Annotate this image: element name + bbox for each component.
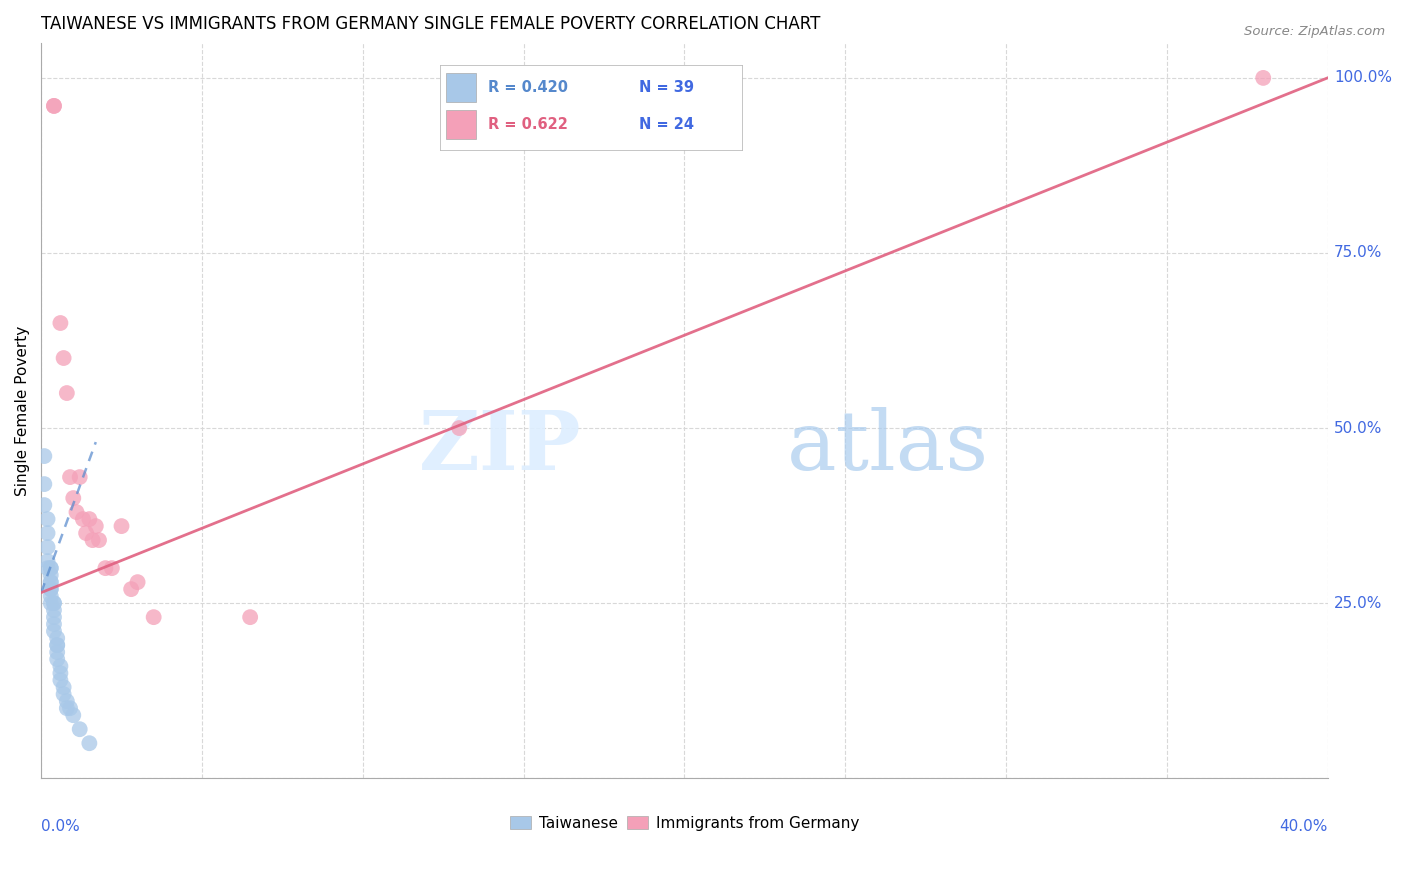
Point [59,470,82,484]
Point [46,645,69,659]
Point [34,449,56,463]
Point [39,561,62,575]
Point [37,526,59,541]
Point [39,568,62,582]
Point [42,610,65,624]
Point [79,736,101,750]
Text: TAIWANESE VS IMMIGRANTS FROM GERMANY SINGLE FEMALE POVERTY CORRELATION CHART: TAIWANESE VS IMMIGRANTS FROM GERMANY SIN… [41,15,821,33]
Text: 40.0%: 40.0% [1279,819,1327,834]
Point [94,561,117,575]
Point [69,722,91,736]
Point [37,554,59,568]
Point [142,610,165,624]
Point [39,582,62,596]
Point [42,596,65,610]
Point [37,561,59,575]
Point [87,533,110,548]
Point [56,694,79,708]
Point [56,701,79,715]
Point [39,575,62,590]
Point [79,512,101,526]
Point [1251,70,1274,85]
Point [127,575,149,590]
Point [56,386,79,401]
Point [49,666,72,681]
Point [42,99,65,113]
Text: ZIP: ZIP [419,408,582,487]
Text: 0.0%: 0.0% [41,819,80,834]
Point [82,533,104,548]
Point [46,631,69,645]
Point [42,99,65,113]
Point [65,505,87,519]
Point [39,561,62,575]
Point [37,540,59,554]
Point [101,561,124,575]
Point [34,498,56,512]
Point [52,680,75,694]
Point [42,617,65,632]
Point [37,512,59,526]
Point [239,610,262,624]
Point [39,575,62,590]
Legend: Taiwanese, Immigrants from Germany: Taiwanese, Immigrants from Germany [503,809,865,837]
Y-axis label: Single Female Poverty: Single Female Poverty [15,326,30,496]
Point [62,491,84,505]
Point [46,652,69,666]
Point [62,708,84,723]
Point [39,582,62,596]
Point [69,470,91,484]
Point [42,624,65,639]
Text: 50.0%: 50.0% [1334,420,1382,435]
Point [42,596,65,610]
Point [49,659,72,673]
Point [34,477,56,491]
Text: atlas: atlas [787,408,990,487]
Text: 75.0%: 75.0% [1334,245,1382,260]
Text: 25.0%: 25.0% [1334,596,1382,611]
Text: 100.0%: 100.0% [1334,70,1392,86]
Point [46,638,69,652]
Point [72,512,94,526]
Point [52,351,75,365]
Point [449,421,471,435]
Text: Source: ZipAtlas.com: Source: ZipAtlas.com [1244,25,1385,38]
Point [46,638,69,652]
Point [84,519,107,533]
Point [39,596,62,610]
Point [52,687,75,701]
Point [59,701,82,715]
Point [42,603,65,617]
Point [39,589,62,603]
Point [49,316,72,330]
Point [120,582,142,596]
Point [75,526,97,541]
Point [49,673,72,688]
Point [110,519,132,533]
